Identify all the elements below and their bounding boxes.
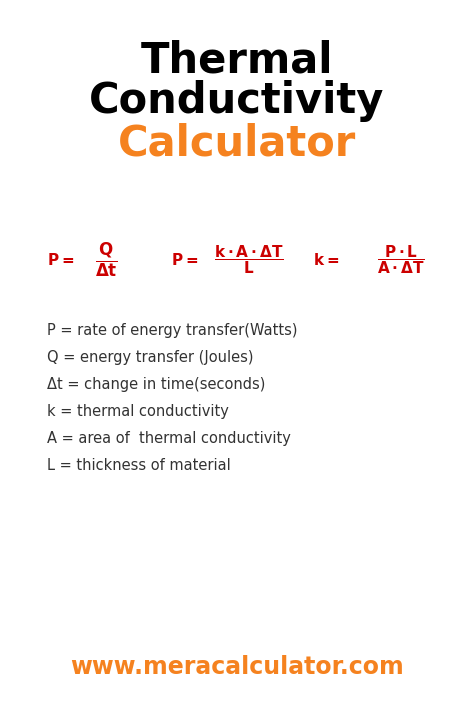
Text: L = thickness of material: L = thickness of material [47, 458, 231, 474]
Text: Calculator: Calculator [118, 122, 356, 165]
Text: www.meracalculator.com: www.meracalculator.com [70, 655, 404, 679]
Text: Thermal: Thermal [141, 39, 333, 82]
Text: P = rate of energy transfer(Watts): P = rate of energy transfer(Watts) [47, 323, 298, 338]
Text: $\mathbf{\dfrac{Q}{\Delta t}}$: $\mathbf{\dfrac{Q}{\Delta t}}$ [95, 240, 118, 279]
Text: Q = energy transfer (Joules): Q = energy transfer (Joules) [47, 350, 254, 365]
Text: A = area of  thermal conductivity: A = area of thermal conductivity [47, 431, 292, 447]
Text: $\mathbf{\dfrac{P \cdot L}{A \cdot \Delta T}}$: $\mathbf{\dfrac{P \cdot L}{A \cdot \Delt… [377, 243, 424, 276]
Text: $\mathbf{P =}$: $\mathbf{P =}$ [47, 252, 75, 267]
Text: $\mathbf{k =}$: $\mathbf{k =}$ [313, 252, 339, 267]
Text: $\mathbf{\dfrac{k \cdot A \cdot \Delta T}{L}}$: $\mathbf{\dfrac{k \cdot A \cdot \Delta T… [214, 243, 283, 276]
Text: Conductivity: Conductivity [89, 80, 385, 122]
Text: k = thermal conductivity: k = thermal conductivity [47, 404, 229, 419]
Text: Δt = change in time(seconds): Δt = change in time(seconds) [47, 377, 266, 392]
Text: $\mathbf{P =}$: $\mathbf{P =}$ [171, 252, 198, 267]
